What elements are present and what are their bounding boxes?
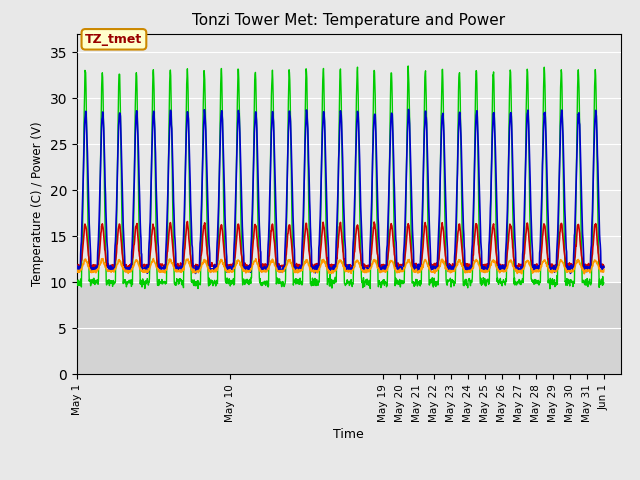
- Air T: [600, 264, 607, 270]
- Solar V: [600, 267, 607, 273]
- Battery V: [273, 261, 281, 267]
- Panel T: [168, 112, 175, 118]
- Text: TZ_tmet: TZ_tmet: [85, 33, 143, 46]
- Line: Solar V: Solar V: [77, 259, 604, 274]
- Solar V: [150, 256, 157, 262]
- Battery V: [225, 262, 233, 268]
- Title: Tonzi Tower Met: Temperature and Power: Tonzi Tower Met: Temperature and Power: [192, 13, 506, 28]
- Battery V: [472, 221, 480, 227]
- Battery V: [600, 264, 607, 269]
- Battery V: [73, 264, 81, 269]
- Line: Panel T: Panel T: [77, 66, 604, 289]
- Solar V: [225, 269, 233, 275]
- Air T: [168, 122, 175, 128]
- X-axis label: Time: Time: [333, 428, 364, 441]
- Air T: [192, 271, 200, 276]
- Solar V: [472, 258, 480, 264]
- Solar V: [273, 268, 281, 274]
- Panel T: [177, 277, 185, 283]
- Air T: [177, 267, 185, 273]
- Solar V: [531, 269, 538, 275]
- Y-axis label: Temperature (C) / Power (V): Temperature (C) / Power (V): [31, 122, 44, 286]
- Air T: [531, 262, 538, 268]
- Bar: [77, 34, 621, 282]
- Battery V: [184, 219, 191, 225]
- Battery V: [531, 263, 538, 269]
- Air T: [472, 112, 480, 118]
- Panel T: [273, 278, 280, 284]
- Line: Air T: Air T: [77, 109, 604, 274]
- Panel T: [546, 286, 554, 292]
- Air T: [273, 243, 281, 249]
- Panel T: [600, 280, 607, 286]
- Panel T: [73, 278, 81, 284]
- Solar V: [178, 268, 186, 274]
- Air T: [73, 266, 81, 272]
- Solar V: [168, 261, 175, 266]
- Panel T: [472, 72, 480, 77]
- Battery V: [168, 228, 175, 234]
- Line: Battery V: Battery V: [77, 222, 604, 269]
- Solar V: [73, 269, 81, 275]
- Panel T: [404, 63, 412, 69]
- Panel T: [531, 276, 538, 282]
- Air T: [225, 264, 233, 269]
- Panel T: [225, 278, 233, 284]
- Battery V: [177, 265, 185, 271]
- Battery V: [534, 266, 542, 272]
- Air T: [404, 107, 412, 112]
- Solar V: [580, 271, 588, 276]
